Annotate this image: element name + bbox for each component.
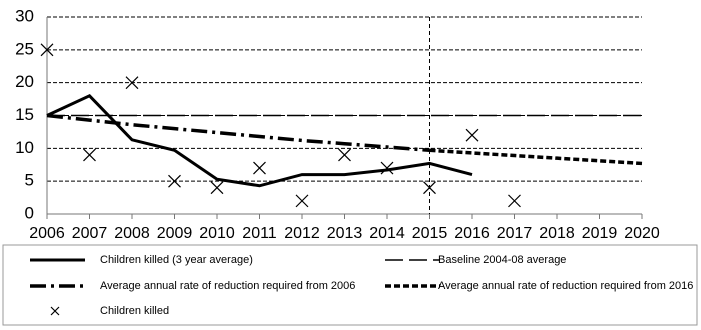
x-tick-label: 2020 xyxy=(624,225,660,242)
marker xyxy=(423,181,436,195)
marker xyxy=(40,43,54,57)
marker xyxy=(125,76,139,90)
marker xyxy=(465,128,479,142)
legend-marker xyxy=(50,306,60,316)
line xyxy=(46,93,473,188)
x-tick-label: 2019 xyxy=(582,225,618,242)
x-tick-label: 2013 xyxy=(327,225,363,242)
y-tick-label: 20 xyxy=(15,72,34,91)
x-tick-label: 2008 xyxy=(114,225,150,242)
x-tick-label: 2018 xyxy=(539,225,575,242)
y-tick-label: 25 xyxy=(15,39,34,58)
marker xyxy=(253,161,266,175)
legend-label: Baseline 2004-08 average xyxy=(438,254,566,266)
x-tick-label: 2017 xyxy=(497,225,533,242)
y-tick-label: 30 xyxy=(15,6,34,25)
x-tick-label: 2012 xyxy=(284,225,320,242)
marker xyxy=(83,148,96,162)
legend-label: Children killed (3 year average) xyxy=(100,254,253,266)
legend-box xyxy=(2,244,698,326)
marker xyxy=(168,174,181,188)
marker xyxy=(210,181,224,195)
x-tick-label: 2015 xyxy=(412,225,448,242)
x-tick-label: 2014 xyxy=(369,225,405,242)
y-tick-label: 10 xyxy=(15,138,34,157)
legend-label: Average annual rate of reduction require… xyxy=(438,280,693,292)
x-tick-label: 2009 xyxy=(157,225,193,242)
x-tick-label: 2011 xyxy=(242,225,277,242)
y-tick-label: 5 xyxy=(25,171,34,190)
y-tick-label: 0 xyxy=(25,203,34,222)
y-tick-label: 15 xyxy=(15,105,34,124)
legend-label: Average annual rate of reduction require… xyxy=(100,280,355,292)
line xyxy=(46,113,430,153)
marker xyxy=(295,194,309,208)
x-tick-label: 2016 xyxy=(454,225,490,242)
x-tick-label: 2010 xyxy=(199,225,235,242)
line xyxy=(429,148,643,166)
x-tick-label: 2006 xyxy=(29,225,65,242)
legend-label: Children killed xyxy=(100,305,169,317)
marker xyxy=(508,194,521,208)
marker xyxy=(338,148,351,162)
x-tick-label: 2007 xyxy=(72,225,108,242)
marker xyxy=(380,161,394,175)
